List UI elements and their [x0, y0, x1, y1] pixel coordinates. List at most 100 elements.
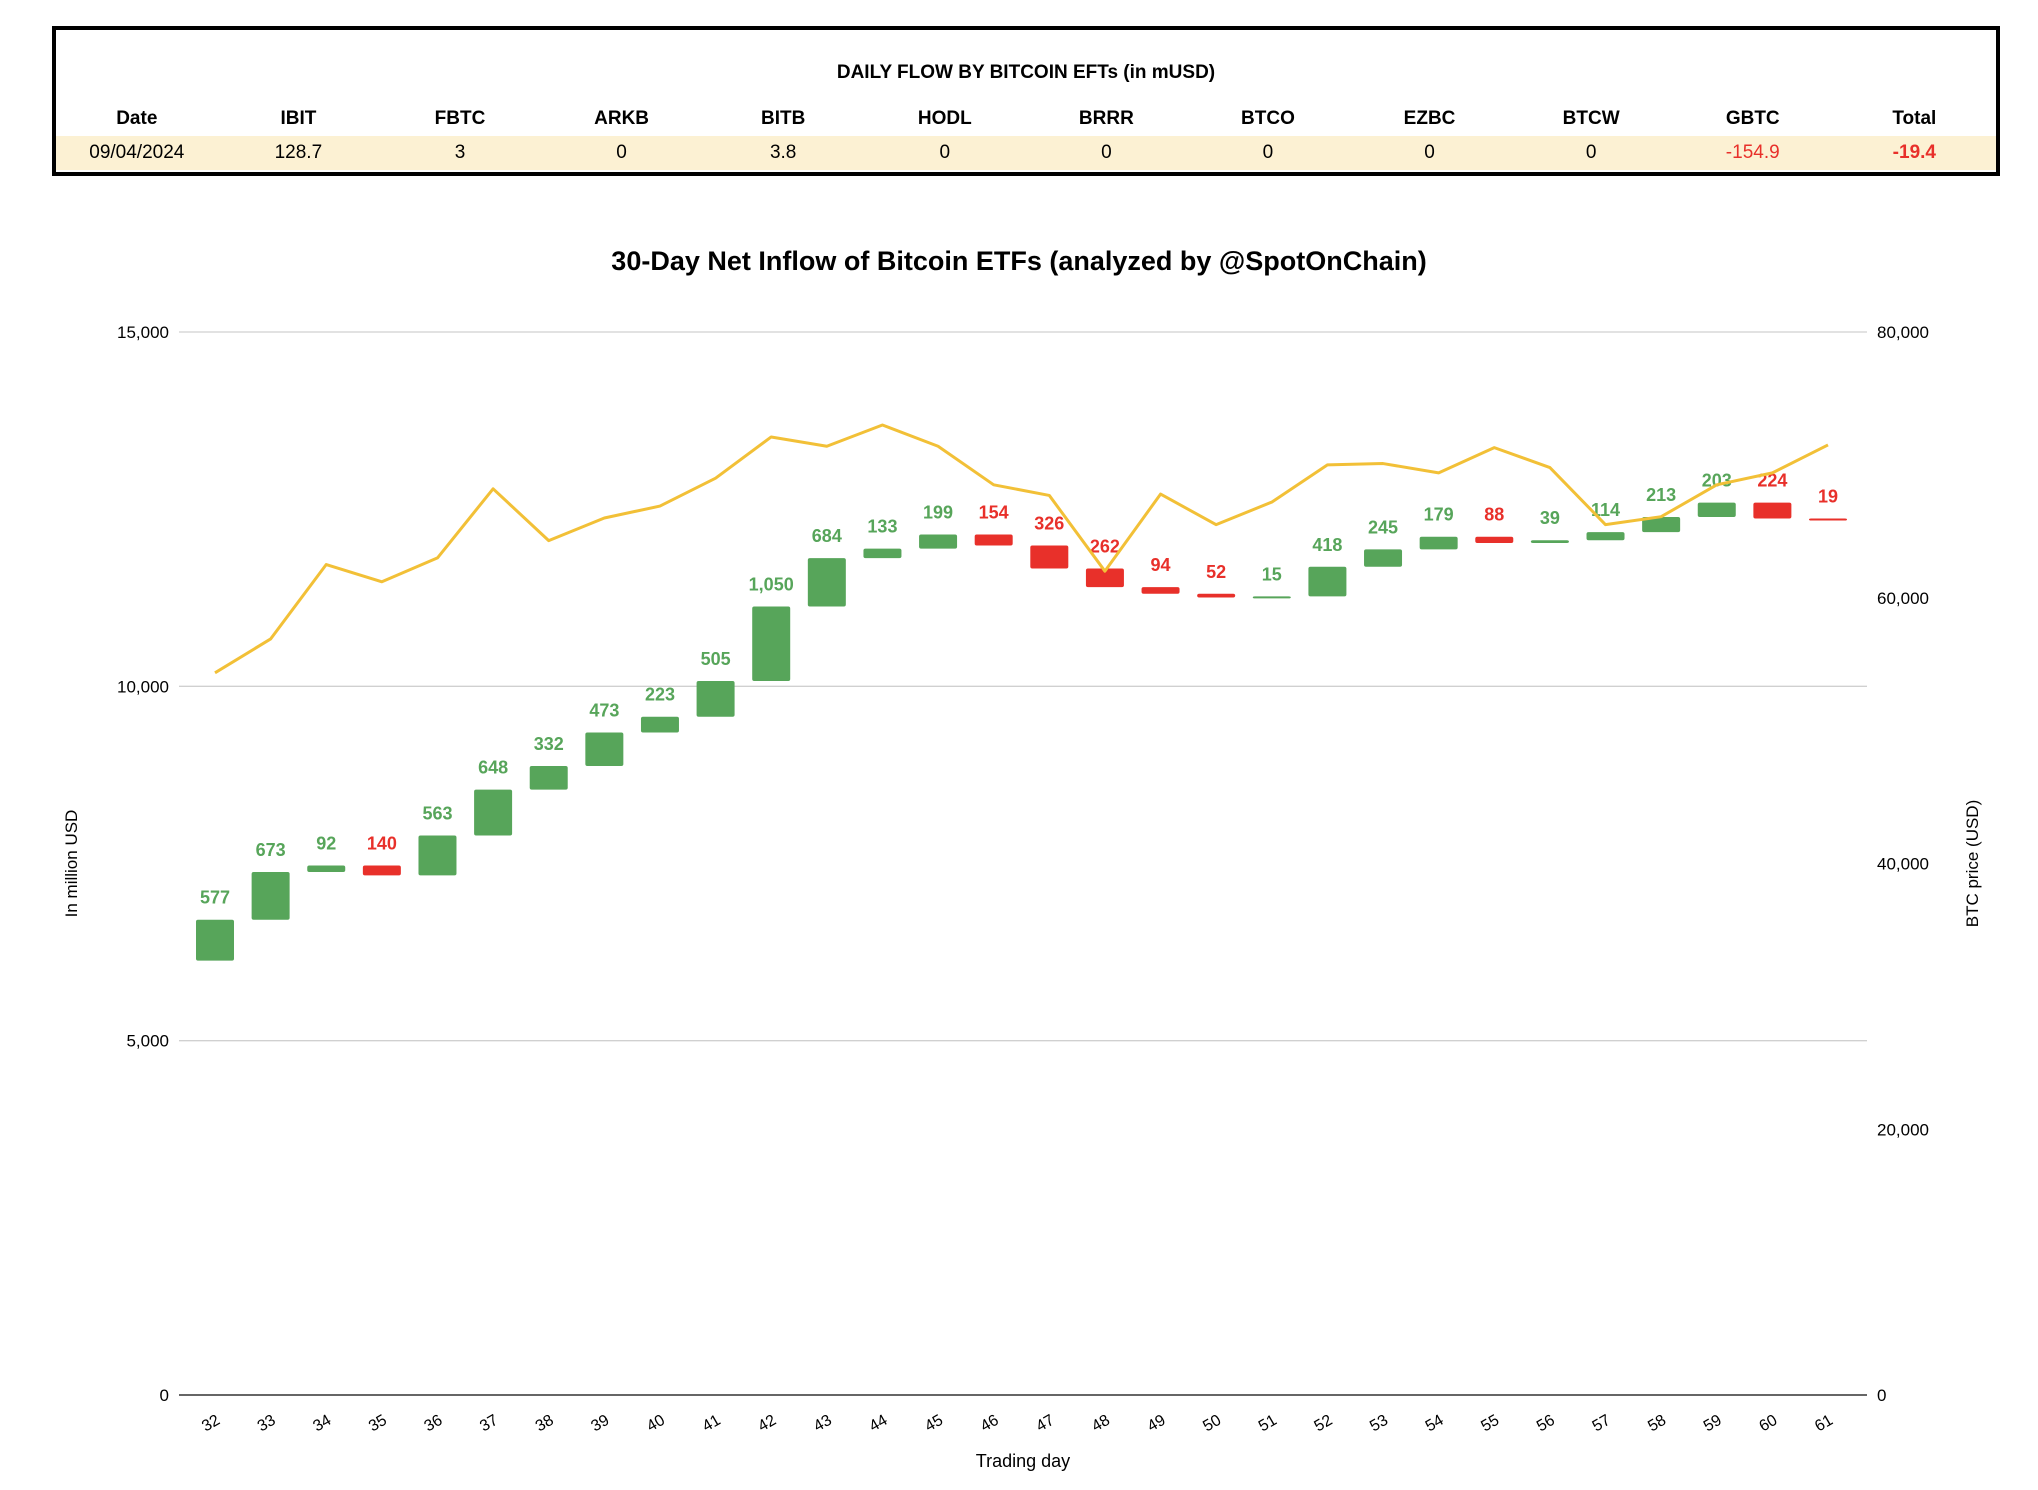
y2-tick-label: 40,000	[1877, 855, 1929, 874]
bar-value-label: 245	[1368, 517, 1398, 537]
x-tick-label: 39	[588, 1412, 612, 1436]
y2-axis-title: BTC price (USD)	[1963, 800, 1982, 928]
bar-value-label: 473	[589, 701, 619, 721]
x-tick-label: 34	[310, 1412, 334, 1436]
x-tick-label: 49	[1145, 1412, 1169, 1436]
inflow-bar	[1586, 532, 1625, 541]
table-row: 09/04/2024 128.7 3 0 3.8 0 0 0 0 0 -154.…	[56, 136, 1996, 170]
outflow-bar	[1141, 587, 1180, 594]
inflow-bar	[474, 789, 513, 836]
bar-value-label: 15	[1262, 564, 1282, 584]
x-tick-label: 32	[199, 1412, 223, 1436]
header-btcw: BTCW	[1562, 108, 1620, 129]
inflow-bar	[1530, 540, 1569, 543]
inflow-bar	[251, 872, 290, 920]
bar-value-label: 94	[1151, 555, 1171, 575]
inflow-bar	[585, 732, 624, 767]
cell-date: 09/04/2024	[89, 142, 185, 163]
x-tick-label: 40	[644, 1412, 668, 1436]
header-fbtc: FBTC	[434, 108, 486, 129]
header-hodl: HODL	[917, 108, 972, 129]
x-tick-label: 33	[255, 1412, 279, 1436]
bar-value-label: 179	[1424, 505, 1454, 525]
x-tick-label: 54	[1423, 1412, 1447, 1436]
outflow-bar	[1085, 568, 1124, 588]
x-tick-label: 42	[755, 1412, 779, 1436]
inflow-bar	[1642, 517, 1681, 533]
bar-value-label: 1,050	[749, 575, 794, 595]
cell-bitb: 3.8	[769, 142, 797, 163]
y-tick-label: 0	[160, 1386, 169, 1405]
y2-tick-label: 80,000	[1877, 323, 1929, 342]
table-header-row: Date IBIT FBTC ARKB BITB HODL BRRR BTCO …	[56, 108, 1996, 138]
bar-value-label: 673	[256, 840, 286, 860]
cell-ibit: 128.7	[274, 142, 323, 163]
bar-value-label: 505	[701, 649, 731, 669]
cell-total: -19.4	[1892, 142, 1936, 163]
bar-value-label: 114	[1591, 500, 1620, 520]
y-axis-title: In million USD	[62, 810, 81, 918]
bar-value-label: 52	[1206, 562, 1226, 582]
x-tick-label: 37	[477, 1412, 501, 1436]
x-tick-label: 38	[533, 1412, 557, 1436]
y2-tick-label: 60,000	[1877, 589, 1929, 608]
inflow-bar	[1308, 566, 1347, 597]
inflow-bar	[752, 606, 791, 681]
x-tick-label: 44	[867, 1412, 891, 1436]
header-btco: BTCO	[1241, 108, 1295, 129]
inflow-bar	[807, 558, 846, 607]
x-tick-label: 58	[1645, 1412, 1669, 1436]
bar-value-label: 648	[478, 758, 508, 778]
inflow-bar	[1364, 549, 1403, 567]
bar-value-label: 262	[1090, 537, 1120, 557]
header-gbtc: GBTC	[1725, 108, 1780, 129]
x-tick-label: 56	[1534, 1412, 1558, 1436]
cell-btcw: 0	[1585, 142, 1597, 163]
x-axis-title: Trading day	[976, 1451, 1070, 1471]
bar-value-label: 92	[316, 833, 336, 853]
header-ibit: IBIT	[280, 108, 317, 129]
cell-brrr: 0	[1101, 142, 1112, 163]
daily-flow-table: DAILY FLOW BY BITCOIN EFTs (in mUSD) Dat…	[52, 26, 2000, 176]
x-tick-label: 35	[366, 1412, 390, 1436]
outflow-bar	[362, 865, 401, 876]
x-tick-label: 48	[1089, 1412, 1113, 1436]
bar-value-label: 203	[1702, 471, 1732, 491]
y-tick-label: 10,000	[117, 677, 169, 696]
outflow-bar	[1753, 502, 1792, 519]
x-tick-label: 50	[1200, 1412, 1224, 1436]
bar-value-label: 19	[1818, 487, 1838, 507]
bar-value-label: 154	[979, 503, 1009, 523]
x-tick-label: 46	[978, 1412, 1002, 1436]
bar-value-label: 563	[422, 804, 452, 824]
bar-value-label: 39	[1540, 508, 1560, 528]
outflow-bar	[1475, 536, 1514, 543]
inflow-bar	[919, 534, 958, 549]
chart-title: 30-Day Net Inflow of Bitcoin ETFs (analy…	[611, 246, 1427, 276]
x-tick-label: 41	[700, 1412, 724, 1436]
bar-value-label: 140	[367, 833, 397, 853]
header-total: Total	[1892, 108, 1937, 129]
cell-fbtc: 3	[454, 142, 466, 163]
inflow-bar	[640, 716, 679, 733]
x-tick-label: 53	[1367, 1412, 1391, 1436]
cell-arkb: 0	[616, 142, 627, 163]
y-tick-label: 15,000	[117, 323, 169, 342]
inflow-bar	[529, 766, 568, 790]
x-tick-label: 43	[811, 1412, 835, 1436]
header-ezbc: EZBC	[1403, 108, 1456, 129]
bar-value-label: 577	[200, 888, 230, 908]
bar-value-label: 213	[1646, 485, 1676, 505]
table-title: DAILY FLOW BY BITCOIN EFTs (in mUSD)	[836, 62, 1216, 83]
bar-value-label: 88	[1484, 505, 1504, 525]
bar-value-label: 326	[1034, 513, 1064, 533]
x-tick-label: 55	[1478, 1412, 1502, 1436]
inflow-bar	[196, 919, 234, 961]
inflow-bar	[418, 835, 457, 876]
x-tick-label: 59	[1701, 1412, 1725, 1436]
x-tick-label: 61	[1812, 1412, 1836, 1436]
bar-value-label: 418	[1312, 535, 1342, 555]
bar-value-label: 332	[534, 734, 564, 754]
x-tick-label: 52	[1312, 1412, 1336, 1436]
